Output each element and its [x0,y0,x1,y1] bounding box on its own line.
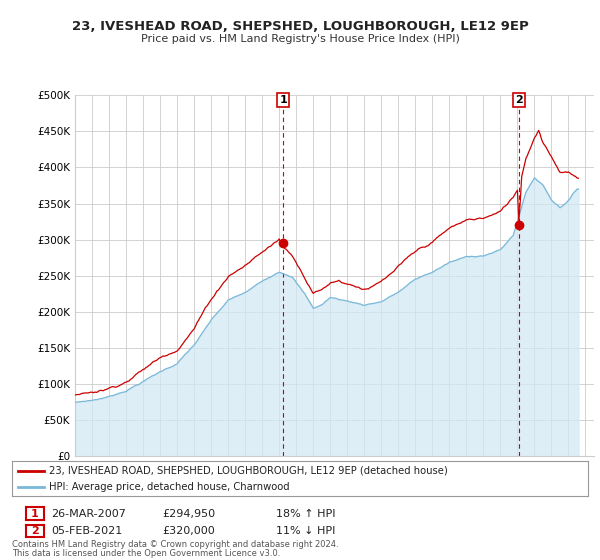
Text: £320,000: £320,000 [162,526,215,536]
Text: HPI: Average price, detached house, Charnwood: HPI: Average price, detached house, Char… [49,482,290,492]
Text: Contains HM Land Registry data © Crown copyright and database right 2024.: Contains HM Land Registry data © Crown c… [12,540,338,549]
Text: 18% ↑ HPI: 18% ↑ HPI [276,508,335,519]
Text: 1: 1 [279,95,287,105]
Text: Price paid vs. HM Land Registry's House Price Index (HPI): Price paid vs. HM Land Registry's House … [140,34,460,44]
Text: 23, IVESHEAD ROAD, SHEPSHED, LOUGHBOROUGH, LE12 9EP (detached house): 23, IVESHEAD ROAD, SHEPSHED, LOUGHBOROUG… [49,465,448,475]
Text: 23, IVESHEAD ROAD, SHEPSHED, LOUGHBOROUGH, LE12 9EP: 23, IVESHEAD ROAD, SHEPSHED, LOUGHBOROUG… [71,20,529,32]
Text: 1: 1 [31,508,38,519]
Text: This data is licensed under the Open Government Licence v3.0.: This data is licensed under the Open Gov… [12,549,280,558]
Text: 2: 2 [31,526,38,536]
Text: 05-FEB-2021: 05-FEB-2021 [51,526,122,536]
Text: £294,950: £294,950 [162,508,215,519]
Text: 2: 2 [515,95,523,105]
Text: 11% ↓ HPI: 11% ↓ HPI [276,526,335,536]
Text: 26-MAR-2007: 26-MAR-2007 [51,508,126,519]
